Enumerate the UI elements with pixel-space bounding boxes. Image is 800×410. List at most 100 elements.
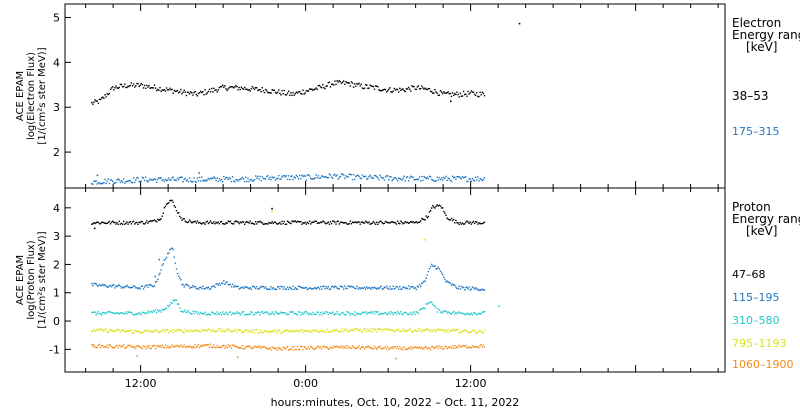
data-point <box>172 331 174 334</box>
data-point <box>425 177 427 180</box>
data-point <box>158 177 160 179</box>
data-point <box>321 288 323 290</box>
data-point <box>211 87 213 90</box>
data-point <box>343 174 345 176</box>
data-point <box>121 286 124 288</box>
data-point <box>427 215 430 218</box>
data-point <box>121 312 124 314</box>
data-point <box>148 220 150 223</box>
data-point <box>379 89 381 92</box>
data-point <box>439 347 442 349</box>
data-point <box>242 178 245 180</box>
data-point <box>204 311 206 314</box>
data-point <box>201 91 203 94</box>
data-point <box>434 180 436 182</box>
data-point <box>160 346 162 348</box>
data-point <box>285 329 288 331</box>
data-point <box>159 86 161 89</box>
data-point <box>464 289 466 291</box>
data-point <box>156 280 158 283</box>
data-point <box>117 223 119 225</box>
data-point <box>151 285 153 287</box>
data-point <box>471 91 474 93</box>
data-point <box>289 331 291 333</box>
data-point <box>393 346 395 348</box>
data-point <box>291 330 293 332</box>
data-point <box>268 313 270 316</box>
data-point <box>201 344 203 347</box>
data-point <box>108 92 111 95</box>
data-point <box>471 314 474 316</box>
data-point <box>462 345 465 347</box>
data-point <box>421 85 423 87</box>
data-point <box>271 210 273 213</box>
data-point <box>319 346 322 348</box>
data-point <box>170 247 172 250</box>
data-point <box>158 310 160 312</box>
data-point <box>247 89 249 91</box>
data-point <box>280 311 282 313</box>
data-point <box>180 88 182 91</box>
data-point <box>269 222 271 224</box>
data-point <box>405 88 408 90</box>
data-point <box>360 221 362 223</box>
data-point <box>458 223 460 226</box>
data-point <box>97 285 100 287</box>
data-point <box>235 328 237 330</box>
data-point <box>481 346 483 348</box>
data-point <box>163 331 166 333</box>
data-point <box>171 329 173 331</box>
data-point <box>168 177 170 179</box>
data-point <box>193 91 195 94</box>
data-point <box>421 282 423 284</box>
data-point <box>319 329 322 332</box>
data-point <box>132 332 135 334</box>
data-point <box>402 223 404 225</box>
data-point <box>165 203 168 205</box>
data-point <box>181 346 183 348</box>
data-point <box>303 287 305 289</box>
data-point <box>136 176 138 179</box>
data-point <box>183 310 185 313</box>
data-point <box>250 179 252 181</box>
data-point <box>311 288 313 290</box>
data-point <box>197 311 200 313</box>
data-point <box>171 88 173 91</box>
data-point <box>431 178 433 181</box>
data-point <box>467 313 469 315</box>
data-point <box>382 222 384 225</box>
data-point <box>260 331 262 334</box>
data-point <box>350 285 353 287</box>
data-point <box>239 314 241 316</box>
data-point <box>330 312 333 314</box>
data-point <box>329 86 332 88</box>
data-point <box>415 330 417 332</box>
electron-ytick-label: 4 <box>53 56 60 69</box>
data-point <box>214 286 216 288</box>
data-point <box>308 220 311 222</box>
data-point <box>392 221 394 224</box>
data-point <box>112 347 114 349</box>
data-point <box>143 179 146 182</box>
data-point <box>403 222 405 224</box>
data-point <box>207 286 210 288</box>
data-point <box>295 288 298 290</box>
data-point <box>321 348 323 350</box>
data-point <box>301 223 303 225</box>
data-point <box>156 89 158 92</box>
data-point <box>250 311 252 313</box>
data-point <box>282 222 284 225</box>
data-point <box>333 286 335 289</box>
data-point <box>334 329 336 332</box>
data-point <box>326 177 328 179</box>
data-point <box>381 89 383 91</box>
data-point <box>327 331 329 333</box>
data-point <box>205 221 207 223</box>
data-point <box>310 88 312 90</box>
data-point <box>377 177 379 179</box>
data-point <box>259 329 261 331</box>
data-point <box>307 90 310 92</box>
data-point <box>464 223 466 225</box>
data-point <box>376 311 378 313</box>
data-point <box>142 87 145 89</box>
